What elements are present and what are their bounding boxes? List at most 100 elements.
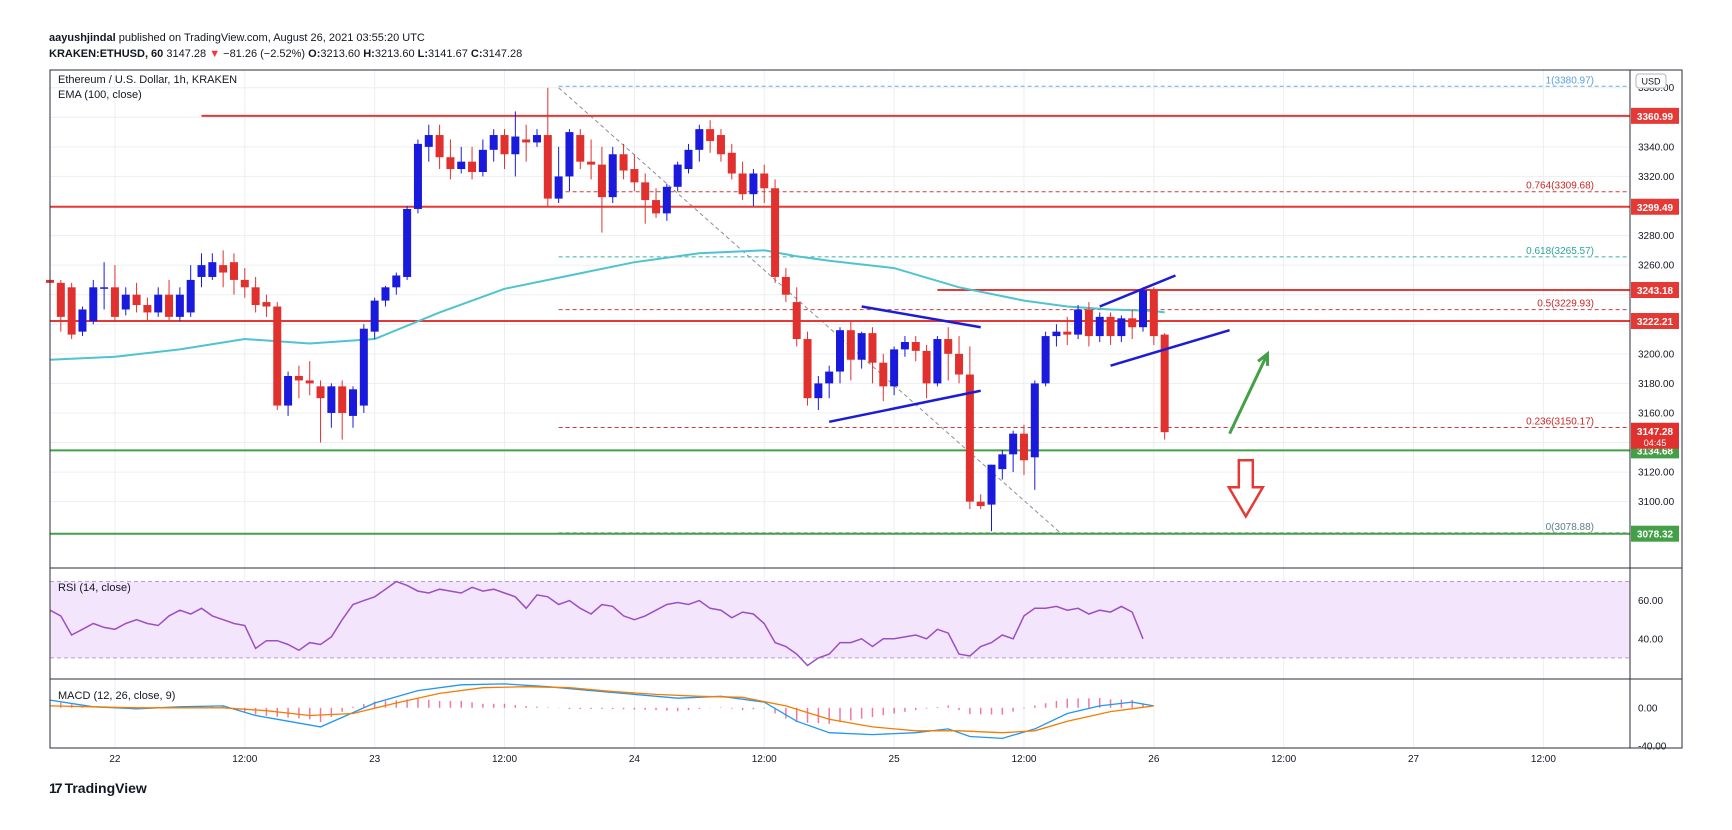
symbol-summary: KRAKEN:ETHUSD, 60 3147.28 ▼ −81.26 (−2.5…: [49, 46, 522, 62]
tradingview-brand[interactable]: 17 TradingView: [49, 780, 147, 796]
candle-body: [78, 309, 87, 332]
candle: [630, 154, 639, 192]
candle-body: [1052, 331, 1061, 337]
x-tick-label: 12:00: [1271, 754, 1296, 765]
candle: [868, 327, 877, 384]
candle: [511, 111, 520, 177]
candle-body: [478, 149, 487, 172]
close-value: 3147.28: [482, 48, 523, 60]
candle-body: [836, 330, 844, 372]
candle: [998, 449, 1007, 480]
candle-body: [424, 135, 433, 147]
rsi-line: [49, 580, 1144, 667]
candle: [554, 146, 563, 204]
symbol-label: KRAKEN:ETHUSD, 60: [49, 48, 164, 60]
last-price-label: 3147.28: [1637, 427, 1674, 438]
brand-name: TradingView: [64, 780, 147, 796]
candle: [478, 139, 487, 177]
candle: [673, 161, 682, 192]
candle-body: [349, 389, 358, 416]
candle-body: [154, 294, 163, 313]
candle: [727, 143, 736, 180]
candle: [446, 139, 455, 180]
candle-body: [1128, 318, 1137, 328]
candle-body: [976, 501, 985, 507]
macd-pane[interactable]: MACD (12, 26, close, 9): [49, 683, 1154, 740]
support-price-label: 3078.32: [1637, 530, 1674, 541]
support-price-tag: [1631, 525, 1679, 542]
candle-body: [630, 169, 639, 183]
fib-level-label: 0.236(3150.17): [1526, 416, 1594, 427]
candle: [576, 129, 585, 170]
candle-body: [457, 161, 466, 170]
candle: [154, 287, 163, 317]
price-axes[interactable]: 22 12:00 23 12:00 24 12:00 25 12:00 26 12:00 27 12:…: [109, 73, 1679, 765]
y-tick-label: 3180.00: [1638, 379, 1675, 390]
candle: [771, 179, 780, 283]
candle-body: [294, 376, 303, 381]
resistance-price-label: 3243.18: [1637, 286, 1674, 297]
candle-body: [1074, 309, 1083, 335]
candle-body: [1117, 318, 1126, 337]
candle-body: [1030, 383, 1039, 458]
low-value: 3141.67: [428, 48, 468, 60]
x-tick-label: 26: [1148, 754, 1160, 765]
candle-body: [435, 135, 444, 158]
candle: [792, 287, 801, 347]
candle-body: [738, 173, 747, 195]
candle: [944, 327, 953, 381]
candle-body: [868, 333, 877, 363]
x-tick-label: 24: [629, 754, 641, 765]
candle-body: [186, 279, 195, 313]
macd-line: [49, 683, 1154, 740]
y-tick-label: 3380.00: [1638, 83, 1675, 94]
candle: [284, 371, 293, 416]
candle: [338, 380, 347, 440]
candle-body: [1160, 334, 1169, 433]
fib-level-label: 0(3078.88): [1546, 522, 1594, 533]
open-label: O:: [308, 48, 321, 60]
x-tick-label: 12:00: [752, 754, 777, 765]
x-tick-label: 23: [369, 754, 381, 765]
signal-line: [49, 686, 1154, 734]
x-tick-label: 12:00: [1011, 754, 1036, 765]
publish-header: aayushjindal published on TradingView.co…: [49, 30, 522, 62]
trendline: [861, 305, 981, 329]
author-name[interactable]: aayushjindal: [49, 32, 116, 44]
publish-text: published on TradingView.com, August 26,…: [118, 32, 425, 44]
candle-body: [1095, 316, 1104, 337]
candle-body: [565, 132, 574, 177]
support-price-label: 3134.68: [1637, 446, 1674, 457]
candle-body: [403, 208, 412, 277]
candle: [706, 120, 715, 153]
candle-body: [381, 287, 390, 301]
candle-body: [727, 152, 736, 174]
candle-body: [273, 306, 282, 406]
candle: [587, 139, 596, 180]
candle: [652, 188, 661, 218]
candle: [879, 353, 888, 402]
candle: [262, 294, 271, 317]
candle-body: [965, 374, 974, 502]
resistance-price-tag: [1631, 312, 1679, 329]
candle: [1041, 331, 1050, 387]
candle-body: [56, 282, 65, 317]
x-tick-label: 27: [1408, 754, 1420, 765]
candle-body: [370, 300, 379, 332]
candle-body: [359, 328, 368, 406]
candle-body: [987, 464, 996, 505]
candle: [565, 129, 574, 192]
candle-body: [229, 262, 238, 280]
candle: [836, 327, 844, 384]
candle: [641, 173, 650, 224]
candle: [976, 494, 985, 510]
rsi-pane[interactable]: RSI (14, close): [49, 580, 1630, 667]
candle: [955, 336, 964, 384]
candle-body: [284, 376, 293, 406]
candle: [392, 272, 401, 295]
candle: [608, 146, 617, 204]
rsi-band: [50, 581, 1630, 658]
price-pane[interactable]: Ethereum / U.S. Dollar, 1h, KRAKEN EMA (1…: [46, 74, 1630, 535]
candle: [825, 365, 834, 399]
